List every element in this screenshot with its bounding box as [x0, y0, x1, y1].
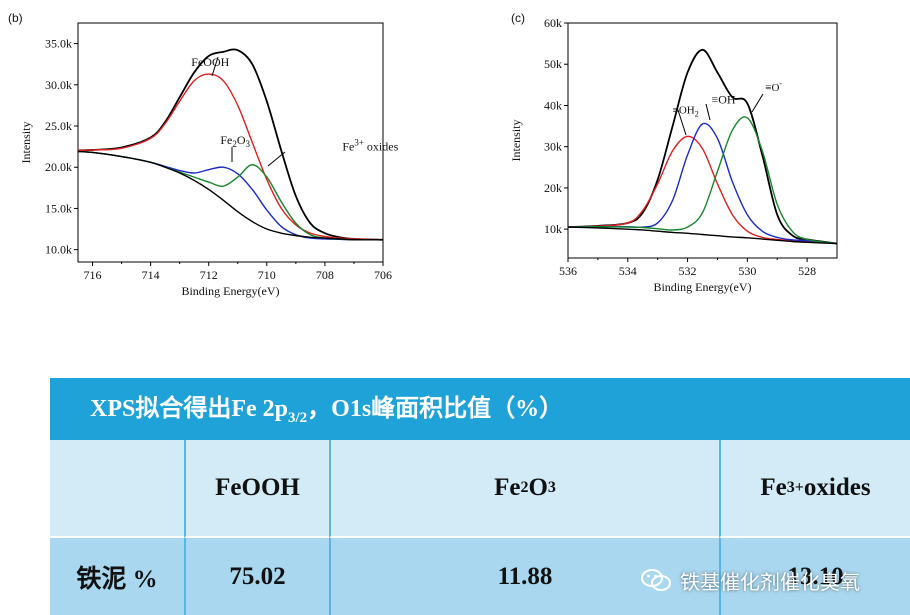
- y-tick-label: 30k: [544, 140, 562, 154]
- peak-annotation: ≡OH2: [673, 105, 699, 119]
- y-tick-label: 40k: [544, 98, 562, 112]
- value-feooh: 75.02: [184, 538, 329, 615]
- x-tick-label: 536: [559, 264, 577, 278]
- y-axis-title: Intensity: [19, 122, 33, 164]
- x-tick-label: 530: [738, 264, 756, 278]
- x-tick-label: 532: [679, 264, 697, 278]
- y-tick-label: 60k: [544, 16, 562, 30]
- x-tick-label: 712: [200, 268, 218, 282]
- plot-frame: [77, 22, 384, 263]
- x-axis-title: Binding Energy(eV): [181, 284, 279, 298]
- series-line: [78, 48, 383, 241]
- table-title: XPS拟合得出Fe 2p3/2，O1s峰面积比值（%）: [50, 378, 910, 440]
- header-fe3-oxides: Fe 3+ oxides: [719, 440, 910, 538]
- leader-line: [677, 109, 687, 136]
- series-line: [568, 48, 837, 245]
- o1s-xps-chart: (c) 536 534 532 530 528 10k 20k 30k 40k 50k 60k Bind…: [500, 0, 910, 310]
- leader-line: [705, 103, 711, 121]
- panel-label: (c): [511, 11, 525, 25]
- peak-area-ratio-table: XPS拟合得出Fe 2p3/2，O1s峰面积比值（%） FeOOH Fe 2 O 3 …: [50, 378, 910, 615]
- value-fe3-oxides: 13.10: [719, 538, 910, 615]
- leader-line: [211, 56, 219, 77]
- series-line: [568, 135, 837, 245]
- value-fe2o3: 11.88: [329, 538, 719, 615]
- panel-label: (b): [8, 11, 23, 25]
- x-tick-label: 710: [258, 268, 276, 282]
- series-line: [568, 226, 837, 245]
- x-tick-label: 706: [374, 268, 392, 282]
- y-tick-label: 10.0k: [45, 243, 72, 257]
- y-tick-label: 50k: [544, 57, 562, 71]
- row-label: 铁泥 %: [50, 538, 184, 615]
- watermark-text: 铁基催化剂催化臭氧: [680, 569, 860, 594]
- header-fe2o3: Fe 2 O 3: [329, 440, 719, 538]
- y-axis-title: Intensity: [509, 120, 523, 162]
- x-tick-label: 714: [142, 268, 160, 282]
- y-tick-label: 20.0k: [45, 160, 72, 174]
- peak-annotation: ≡O-: [765, 79, 782, 94]
- series-line: [78, 150, 383, 241]
- y-tick-label: 15.0k: [45, 201, 72, 215]
- fe2p-xps-chart: (b) 716 714 712 710 708 706 10.0k 15.0k 20.0k 25.0…: [0, 0, 400, 310]
- fe2p-xps-plot: (b) 716 714 712 710 708 706 10.0k 15.0k 20.0k 25.0…: [8, 11, 399, 298]
- x-axis-title: Binding Energy(eV): [653, 280, 751, 294]
- leader-line: [267, 151, 286, 167]
- x-tick-label: 716: [84, 268, 102, 282]
- series-line: [78, 150, 383, 241]
- watermark: 铁基催化剂催化臭氧: [640, 565, 860, 595]
- series-line: [78, 73, 383, 241]
- y-tick-label: 25.0k: [45, 119, 72, 133]
- series-line: [568, 116, 837, 245]
- y-tick-label: 20k: [544, 181, 562, 195]
- leader-line: [751, 93, 764, 113]
- o1s-xps-plot: (c) 536 534 532 530 528 10k 20k 30k 40k 50k 60k Bind…: [509, 11, 838, 294]
- wechat-icon: [641, 569, 671, 591]
- peak-annotation: Fe2O3: [220, 133, 250, 149]
- x-tick-label: 708: [316, 268, 334, 282]
- x-tick-label: 528: [798, 264, 816, 278]
- x-tick-label: 534: [619, 264, 637, 278]
- peak-annotation: FeOOH: [191, 55, 229, 69]
- header-empty-cell: [50, 440, 184, 538]
- y-tick-label: 30.0k: [45, 78, 72, 92]
- y-tick-label: 10k: [544, 222, 562, 236]
- series-line: [78, 150, 383, 241]
- y-tick-label: 35.0k: [45, 37, 72, 51]
- plot-frame: [567, 22, 838, 259]
- peak-annotation: ≡OH: [711, 92, 735, 106]
- header-feooh: FeOOH: [184, 440, 329, 538]
- peak-annotation: Fe3+ oxides: [342, 138, 398, 154]
